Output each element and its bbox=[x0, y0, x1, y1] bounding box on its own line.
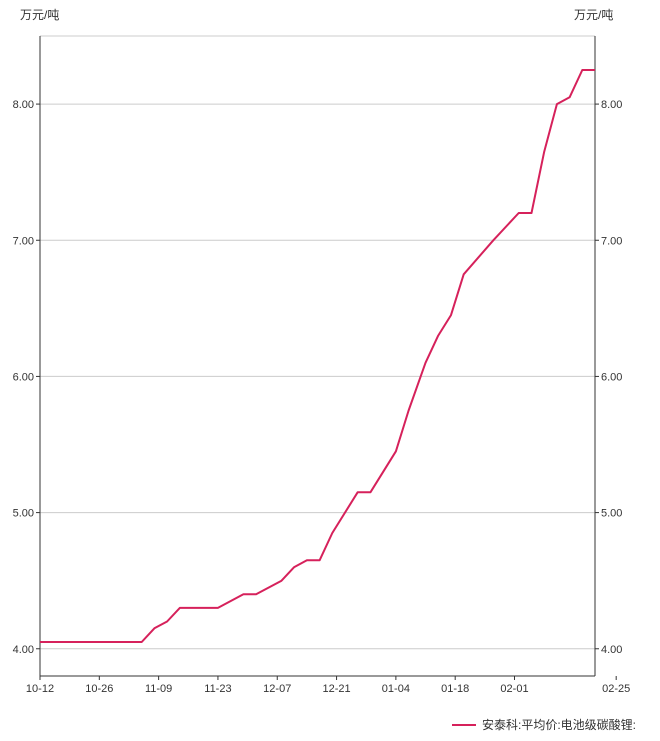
y-tick-label-left: 5.00 bbox=[13, 508, 34, 520]
legend[interactable]: 安泰科:平均价:电池级碳酸锂: bbox=[452, 716, 636, 733]
x-tick-label: 01-18 bbox=[441, 683, 469, 695]
series-line bbox=[40, 69, 595, 643]
y-tick-label-left: 6.00 bbox=[13, 371, 34, 383]
tick-labels: 4.00 4.00 5.00 5.00 6.00 6.00 7.00 7.00 8.00 8.00… bbox=[13, 99, 631, 695]
x-tick-label: 11-09 bbox=[145, 683, 172, 695]
axes bbox=[36, 36, 617, 680]
y-tick-label-right: 6.00 bbox=[601, 371, 622, 383]
x-tick-label: 01-04 bbox=[382, 683, 410, 695]
y-tick-label-right: 8.00 bbox=[601, 99, 622, 111]
x-tick-label: 12-21 bbox=[322, 683, 350, 695]
y-tick-label-right: 5.00 bbox=[601, 508, 622, 520]
right-y-unit: 万元/吨 bbox=[574, 8, 614, 22]
x-tick-label: 12-07 bbox=[263, 683, 291, 695]
grid-lines bbox=[40, 35, 595, 650]
x-tick-label: 02-25 bbox=[602, 683, 630, 695]
x-tick-label: 10-12 bbox=[26, 683, 54, 695]
y-tick-label-left: 8.00 bbox=[13, 99, 34, 111]
y-tick-label-right: 4.00 bbox=[601, 644, 622, 656]
legend-label: 安泰科:平均价:电池级碳酸锂: bbox=[482, 718, 637, 732]
y-tick-label-left: 4.00 bbox=[13, 644, 34, 656]
x-tick-label: 02-01 bbox=[500, 683, 528, 695]
y-tick-label-right: 7.00 bbox=[601, 235, 622, 247]
y-tick-label-left: 7.00 bbox=[13, 235, 34, 247]
x-tick-label: 11-23 bbox=[204, 683, 231, 695]
series-lines bbox=[39, 69, 596, 643]
legend-swatch bbox=[452, 723, 476, 726]
x-tick-label: 10-26 bbox=[85, 683, 113, 695]
left-y-unit: 万元/吨 bbox=[20, 8, 60, 22]
